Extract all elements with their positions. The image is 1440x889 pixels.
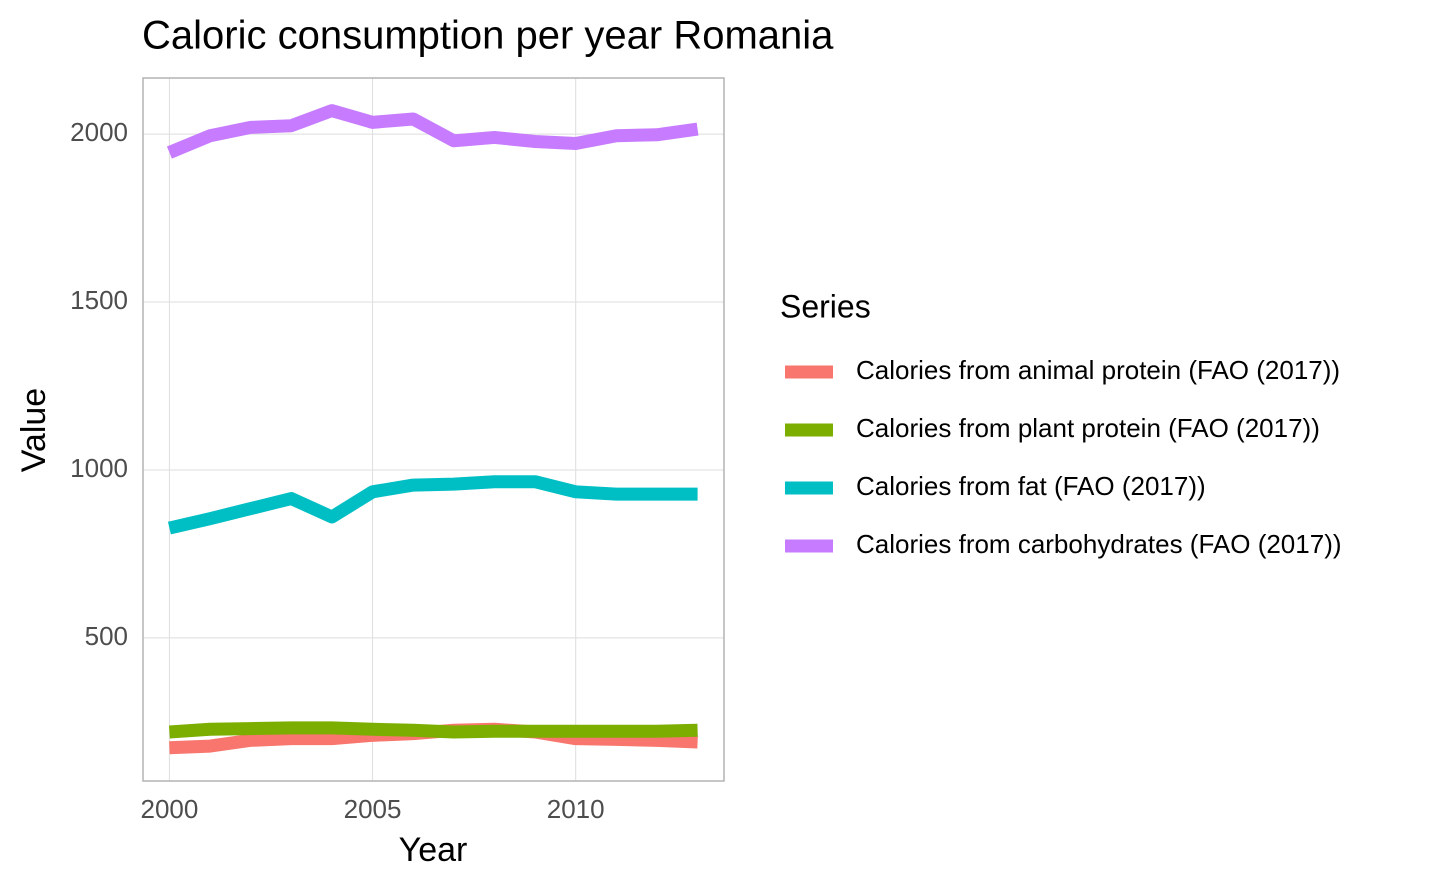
x-axis-label: Year (399, 831, 468, 869)
legend-label: Calories from carbohydrates (FAO (2017)) (856, 529, 1342, 559)
legend-label: Calories from animal protein (FAO (2017)… (856, 355, 1340, 385)
legend-title: Series (780, 288, 871, 324)
y-axis-label: Value (15, 388, 53, 472)
y-tick-label: 2000 (70, 117, 128, 147)
x-tick-label: 2000 (140, 794, 198, 824)
x-tick-label: 2005 (344, 794, 402, 824)
series-line (168, 721, 698, 739)
plot-border (142, 77, 725, 782)
legend-label: Calories from plant protein (FAO (2017)) (856, 413, 1320, 443)
legend-label: Calories from fat (FAO (2017)) (856, 471, 1206, 501)
y-tick-label: 500 (85, 621, 128, 651)
series-line (166, 104, 699, 159)
chart-title: Caloric consumption per year Romania (142, 14, 834, 58)
x-tick-label: 2010 (547, 794, 605, 824)
y-tick-label: 1000 (70, 453, 128, 483)
series-line (167, 475, 698, 535)
y-tick-label: 1500 (70, 285, 128, 315)
